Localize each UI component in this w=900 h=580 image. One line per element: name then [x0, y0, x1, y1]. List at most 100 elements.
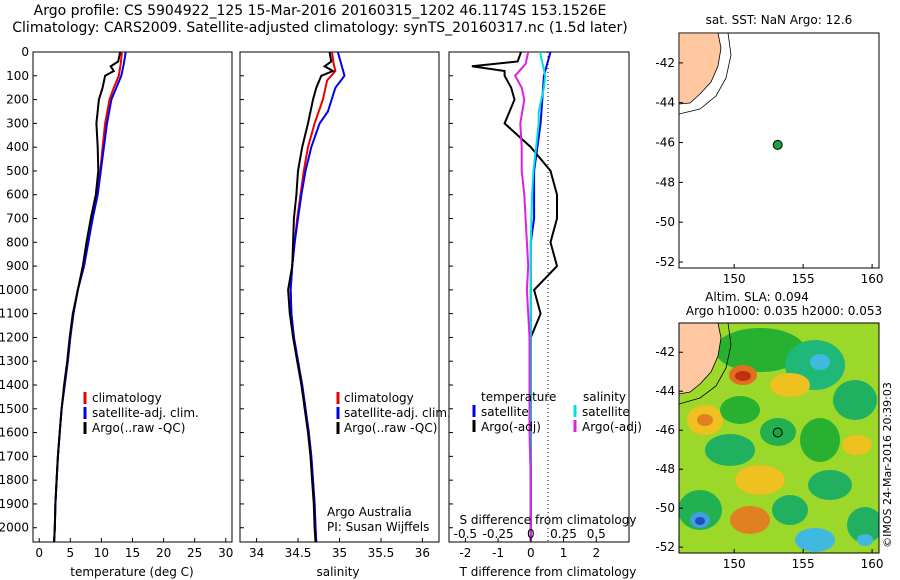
shelf-contour [679, 33, 732, 115]
temperature-legend-climatology: climatology [92, 391, 162, 405]
t-difference-label: T difference from climatology [459, 565, 637, 579]
temperature-profile-series-2-argo-raw-qc [53, 52, 122, 542]
s-difference-label: S difference from climatology [460, 513, 637, 527]
y-tick-label-100: 100 [6, 69, 29, 83]
sst-map-x-tick-label-155: 155 [792, 272, 815, 286]
sla-map-y-tick-label-48: -48 [655, 462, 675, 476]
x-tick-label-10: 10 [94, 546, 109, 560]
y-tick-label-900: 900 [6, 259, 29, 273]
sst-map-y-tick-label-44: -44 [655, 96, 675, 110]
temperature-legend-argo: Argo(..raw -QC) [92, 421, 185, 435]
x-tick-label-1: -1 [492, 546, 504, 560]
sst-map-x-tick-label-160: 160 [861, 272, 884, 286]
temperature-xlabel: temperature (deg C) [70, 565, 193, 579]
y-tick-label-1900: 1900 [0, 497, 29, 511]
s-tick-label-4: 0.5 [587, 527, 606, 541]
tasmania-land-sla [679, 323, 722, 395]
argo-position-marker-sla [772, 427, 783, 438]
tasmania-land [679, 33, 722, 105]
y-tick-label-1400: 1400 [0, 378, 29, 392]
temperature-panel: 0 5 10 15 20 25 300100200300400500600700800900… [0, 45, 233, 579]
x-tick-label-34-5: 34.5 [285, 546, 312, 560]
temperature-profile-series-1-satellite-adj-clim [53, 52, 127, 542]
sla-map-y-tick-label-44: -44 [655, 384, 675, 398]
argo-position-marker [772, 139, 783, 150]
x-tick-label-35: 35 [332, 546, 347, 560]
y-tick-label-0: 0 [21, 45, 29, 59]
salinity-panel: 34 34.5 35 35.5 36 salinity climatology sate… [239, 51, 451, 579]
difference-legend: temperature salinity satellite Argo(-adj… [472, 390, 642, 434]
temperature-legend: climatology satellite-adj. clim. Argo(..… [83, 391, 199, 435]
sla-title-line-1: Altim. SLA: 0.094 [705, 290, 809, 304]
x-tick-label-15: 15 [125, 546, 140, 560]
legend-s-satellite: satellite [582, 405, 630, 419]
sla-map-y-tick-label-46: -46 [655, 423, 675, 437]
sst-title: sat. SST: NaN Argo: 12.6 [706, 13, 853, 27]
x-tick-label-25: 25 [187, 546, 202, 560]
x-tick-label-35-5: 35.5 [368, 546, 395, 560]
difference-profile-series-1-argo-adj [471, 52, 559, 542]
x-tick-label-2: -2 [459, 546, 471, 560]
sst-map-x-tick-label-150: 150 [723, 272, 746, 286]
difference-profile-series-2-satellite [529, 52, 547, 542]
y-tick-label-1600: 1600 [0, 426, 29, 440]
y-tick-label-800: 800 [6, 235, 29, 249]
legend-s-argo: Argo(-adj) [582, 420, 642, 434]
sst-map-y-tick-label-50: -50 [655, 215, 675, 229]
figure-title-line-2: Climatology: CARS2009. Satellite-adjuste… [12, 20, 628, 36]
s-tick-label-0: -0.5 [454, 527, 477, 541]
temperature-profile-series-0-climatology [53, 52, 123, 542]
salinity-legend-satellite: satellite-adj. clim. [344, 406, 451, 420]
sst-map-panel: sat. SST: NaN Argo: 12.6 150 155 160 -42 -44… [655, 13, 883, 286]
y-tick-label-600: 600 [6, 188, 29, 202]
imos-credit: ©IMOS 24-Mar-2016 20:39:03 [881, 382, 894, 548]
salinity-profile-series-2-argo-raw-qc [287, 52, 336, 542]
salinity-legend-argo: Argo(..raw -QC) [344, 421, 437, 435]
salinity-legend: climatology satellite-adj. clim. Argo(..… [336, 391, 451, 435]
x-tick-label-1: 1 [560, 546, 568, 560]
org-label: Argo Australia [327, 505, 412, 519]
y-tick-label-1100: 1100 [0, 307, 29, 321]
salinity-profile-series-1-satellite-adj-clim [289, 52, 346, 542]
difference-panel: -2 -1 0 1 2 -0.5 -0.25 0 0.25 0.5 S difference fr… [448, 51, 642, 579]
salinity-legend-climatology: climatology [344, 391, 414, 405]
sla-map-x-tick-label-155: 155 [792, 557, 815, 571]
sla-map-panel: Altim. SLA: 0.094 Argo h1000: 0.035 h200… [655, 290, 883, 571]
y-tick-label-1700: 1700 [0, 449, 29, 463]
sla-map-y-tick-label-42: -42 [655, 345, 675, 359]
y-tick-label-1300: 1300 [0, 354, 29, 368]
sla-map-x-tick-label-150: 150 [723, 557, 746, 571]
sla-map-x-tick-label-160: 160 [861, 557, 884, 571]
x-tick-label-34: 34 [249, 546, 264, 560]
y-tick-label-300: 300 [6, 116, 29, 130]
y-tick-label-700: 700 [6, 212, 29, 226]
sst-map-y-tick-label-48: -48 [655, 175, 675, 189]
x-tick-label-5: 5 [66, 546, 74, 560]
sst-map-y-tick-label-46: -46 [655, 136, 675, 150]
y-tick-label-1200: 1200 [0, 330, 29, 344]
legend-temperature-title: temperature [481, 390, 556, 404]
salinity-xlabel: salinity [316, 565, 359, 579]
sla-map-y-tick-label-50: -50 [655, 501, 675, 515]
pi-label: PI: Susan Wijffels [327, 520, 429, 534]
x-tick-label-0: 0 [527, 546, 535, 560]
sst-map-y-tick-label-42: -42 [655, 56, 675, 70]
x-tick-label-36: 36 [415, 546, 430, 560]
figure-title-line-1: Argo profile: CS 5904922_125 15-Mar-2016… [33, 3, 607, 19]
legend-salinity-title: salinity [583, 390, 626, 404]
x-tick-label-2: 2 [592, 546, 600, 560]
y-tick-label-400: 400 [6, 140, 29, 154]
y-tick-label-200: 200 [6, 93, 29, 107]
s-tick-label-2: 0 [527, 527, 535, 541]
x-tick-label-0: 0 [35, 546, 43, 560]
shelf-contour-sla [679, 323, 732, 405]
s-tick-label-1: -0.25 [483, 527, 514, 541]
s-tick-label-3: 0.25 [550, 527, 577, 541]
x-tick-label-20: 20 [156, 546, 171, 560]
legend-t-argo: Argo(-adj) [481, 420, 541, 434]
y-tick-label-1800: 1800 [0, 473, 29, 487]
y-tick-label-1500: 1500 [0, 402, 29, 416]
y-tick-label-500: 500 [6, 164, 29, 178]
sla-title-line-2: Argo h1000: 0.035 h2000: 0.053 [686, 304, 882, 318]
